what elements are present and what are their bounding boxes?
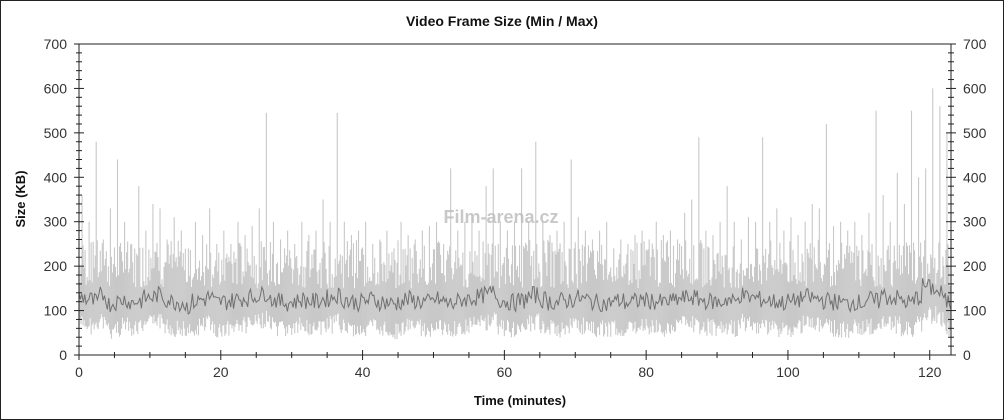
x-tick-label: 40 bbox=[355, 364, 371, 380]
y-tick-label: 600 bbox=[44, 80, 68, 96]
x-tick-label: 60 bbox=[497, 364, 513, 380]
x-tick-label: 20 bbox=[213, 364, 229, 380]
x-tick-label: 100 bbox=[776, 364, 800, 380]
x-axis-label: Time (minutes) bbox=[474, 393, 566, 408]
y-tick-label: 400 bbox=[44, 169, 68, 185]
x-tick-label: 80 bbox=[638, 364, 654, 380]
y-tick-label-right: 200 bbox=[963, 258, 987, 274]
y-tick-label-right: 500 bbox=[963, 125, 987, 141]
y-tick-label: 300 bbox=[44, 214, 68, 230]
y-tick-label-right: 100 bbox=[963, 303, 987, 319]
watermark-logo: Film-arena.cz bbox=[443, 207, 558, 227]
chart-title: Video Frame Size (Min / Max) bbox=[406, 13, 598, 29]
y-tick-label: 0 bbox=[59, 347, 67, 363]
y-tick-label-right: 600 bbox=[963, 80, 987, 96]
y-tick-label: 500 bbox=[44, 125, 68, 141]
y-tick-label: 100 bbox=[44, 303, 68, 319]
x-tick-label: 0 bbox=[75, 364, 83, 380]
y-tick-label-right: 700 bbox=[963, 36, 987, 52]
y-axis-label: Size (KB) bbox=[13, 170, 28, 227]
y-tick-label-right: 0 bbox=[963, 347, 971, 363]
series-min bbox=[78, 278, 952, 315]
y-tick-label-right: 300 bbox=[963, 214, 987, 230]
series-max bbox=[78, 88, 952, 340]
y-tick-label-right: 400 bbox=[963, 169, 987, 185]
y-tick-label: 200 bbox=[44, 258, 68, 274]
min-line bbox=[78, 278, 952, 315]
x-tick-label: 120 bbox=[918, 364, 942, 380]
y-tick-label: 700 bbox=[44, 36, 68, 52]
